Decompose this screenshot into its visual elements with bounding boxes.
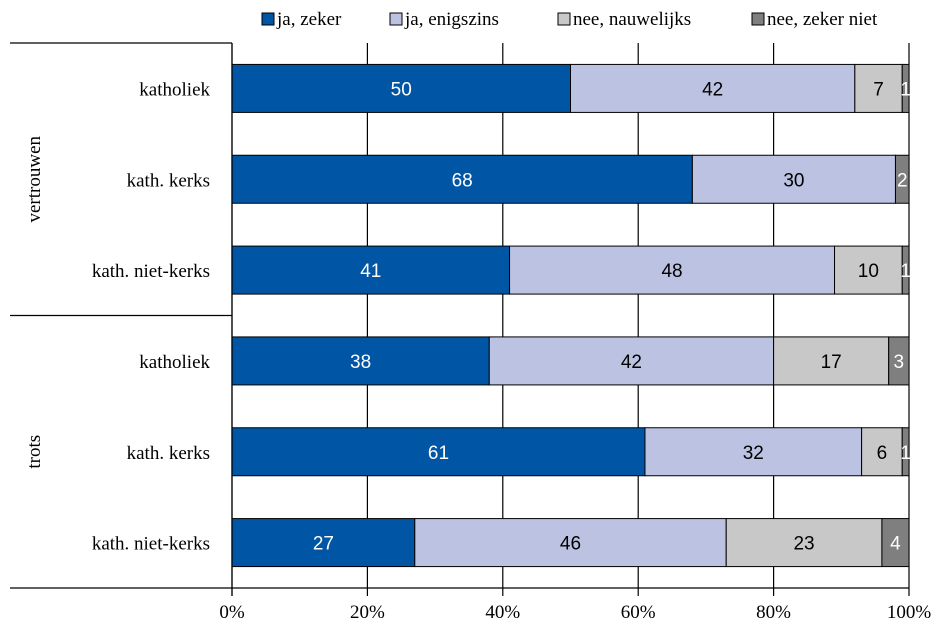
- category-label: katholiek: [139, 79, 210, 100]
- data-label: 46: [560, 534, 581, 555]
- legend-item: ja, enigszins: [389, 9, 499, 30]
- bar-segments: [231, 63, 910, 568]
- data-label: 1: [900, 79, 911, 100]
- bar-segment: [414, 518, 727, 568]
- legend-swatch: [261, 12, 275, 26]
- bar-segment: [725, 518, 883, 568]
- legend-label: ja, zeker: [276, 9, 342, 30]
- bar-segment: [834, 245, 903, 295]
- x-tick-label: 20%: [350, 602, 385, 623]
- data-label: 7: [873, 79, 884, 100]
- segment-labels: 50 42 7 168 30 241 48 10 138 42 17 361 32 6 127 46 23 4: [313, 79, 911, 554]
- legend-swatch: [751, 12, 765, 26]
- data-label: 61: [428, 443, 449, 464]
- axis-frame: [10, 42, 910, 596]
- bar-segment: [644, 427, 863, 477]
- legend-label: ja, enigszins: [404, 9, 499, 30]
- data-label: 6: [877, 443, 888, 464]
- bar-segment: [231, 427, 646, 477]
- data-label: 2: [897, 170, 908, 191]
- data-label: 1: [900, 443, 911, 464]
- bar-segment: [901, 245, 910, 295]
- bar-segment: [881, 518, 910, 568]
- bar-segment: [894, 154, 910, 204]
- legend-label: nee, zeker niet: [767, 9, 878, 30]
- x-axis-tick-labels: 0% 20% 40% 60% 80% 100%: [219, 602, 931, 623]
- data-label: 50: [391, 79, 412, 100]
- data-label: 32: [743, 443, 764, 464]
- data-label: 42: [621, 352, 642, 373]
- bar-segment: [901, 427, 910, 477]
- legend-swatch: [557, 12, 571, 26]
- x-tick-label: 80%: [756, 602, 791, 623]
- group-label: trots: [24, 435, 45, 469]
- data-label: 48: [661, 261, 682, 282]
- category-label: kath. niet-kerks: [92, 261, 210, 282]
- category-label: katholiek: [139, 352, 210, 373]
- data-label: 42: [702, 79, 723, 100]
- data-label: 27: [313, 534, 334, 555]
- group-labels: vertrouwen trots: [24, 135, 45, 468]
- bar-segment: [509, 245, 836, 295]
- legend-item: nee, zeker niet: [751, 9, 878, 30]
- bar-segment: [901, 63, 910, 113]
- bar-segment: [861, 427, 903, 477]
- data-label: 41: [360, 261, 381, 282]
- category-label: kath. niet-kerks: [92, 534, 210, 555]
- category-label: kath. kerks: [127, 170, 210, 191]
- x-tick-label: 0%: [219, 602, 245, 623]
- data-label: 1: [900, 261, 911, 282]
- bar-segment: [773, 336, 890, 386]
- data-label: 30: [783, 170, 804, 191]
- gridlines: [231, 43, 910, 588]
- category-label: kath. kerks: [127, 443, 210, 464]
- data-label: 17: [821, 352, 842, 373]
- bar-segment: [231, 245, 511, 295]
- group-label: vertrouwen: [24, 135, 45, 222]
- data-label: 4: [890, 534, 901, 555]
- bar-segment: [488, 336, 775, 386]
- x-tick-label: 60%: [621, 602, 656, 623]
- bar-segment: [231, 63, 571, 113]
- legend-swatch: [389, 12, 403, 26]
- legend-item: ja, zeker: [261, 9, 342, 30]
- data-label: 38: [350, 352, 371, 373]
- bar-segment: [231, 518, 416, 568]
- legend-item: nee, nauwelijks: [557, 9, 691, 30]
- x-tick-label: 100%: [887, 602, 932, 623]
- bar-segment: [231, 154, 693, 204]
- x-tick-label: 40%: [485, 602, 520, 623]
- data-label: 68: [452, 170, 473, 191]
- bar-segment: [888, 336, 910, 386]
- legend-label: nee, nauwelijks: [573, 9, 691, 30]
- bar-segment: [691, 154, 896, 204]
- category-labels: katholiek kath. kerks kath. niet-kerks kath…: [92, 79, 211, 554]
- legend: ja, zeker ja, enigszins nee, nauwelijks nee…: [261, 9, 878, 30]
- data-label: 10: [858, 261, 879, 282]
- data-label: 23: [793, 534, 814, 555]
- data-label: 3: [894, 352, 905, 373]
